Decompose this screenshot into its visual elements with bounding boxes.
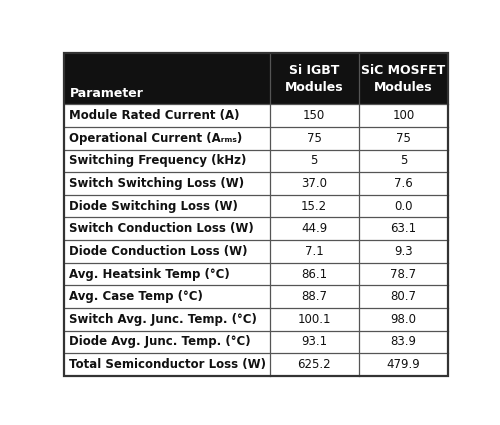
- Bar: [64, 218, 448, 240]
- Text: 78.7: 78.7: [390, 268, 416, 280]
- Text: 5: 5: [400, 154, 407, 167]
- Bar: [64, 353, 448, 376]
- Text: 37.0: 37.0: [301, 177, 327, 190]
- Text: 44.9: 44.9: [301, 222, 328, 235]
- Bar: [64, 104, 448, 127]
- Text: Switch Switching Loss (W): Switch Switching Loss (W): [70, 177, 244, 190]
- Text: 93.1: 93.1: [301, 335, 327, 348]
- Text: Switching Frequency (kHz): Switching Frequency (kHz): [70, 154, 247, 167]
- Text: 100.1: 100.1: [298, 313, 331, 326]
- Text: 625.2: 625.2: [298, 358, 331, 371]
- Text: 479.9: 479.9: [386, 358, 420, 371]
- Text: 83.9: 83.9: [390, 335, 416, 348]
- Text: Diode Avg. Junc. Temp. (°C): Diode Avg. Junc. Temp. (°C): [70, 335, 251, 348]
- Text: Diode Switching Loss (W): Diode Switching Loss (W): [70, 200, 238, 212]
- Text: 75: 75: [306, 132, 322, 145]
- Text: 80.7: 80.7: [390, 290, 416, 303]
- Text: 7.6: 7.6: [394, 177, 412, 190]
- Text: Si IGBT
Modules: Si IGBT Modules: [285, 64, 344, 94]
- Text: Diode Conduction Loss (W): Diode Conduction Loss (W): [70, 245, 248, 258]
- Text: Avg. Heatsink Temp (°C): Avg. Heatsink Temp (°C): [70, 268, 230, 280]
- Bar: [64, 172, 448, 195]
- Bar: [64, 286, 448, 308]
- Text: Parameter: Parameter: [70, 87, 144, 100]
- Text: Module Rated Current (A): Module Rated Current (A): [70, 109, 240, 122]
- Text: 86.1: 86.1: [301, 268, 327, 280]
- Bar: [64, 331, 448, 353]
- Text: Avg. Case Temp (°C): Avg. Case Temp (°C): [70, 290, 203, 303]
- Text: 63.1: 63.1: [390, 222, 416, 235]
- Text: 15.2: 15.2: [301, 200, 327, 212]
- Text: 150: 150: [303, 109, 326, 122]
- Bar: [64, 150, 448, 172]
- Text: SiC MOSFET
Modules: SiC MOSFET Modules: [361, 64, 446, 94]
- Text: 9.3: 9.3: [394, 245, 412, 258]
- Text: Switch Conduction Loss (W): Switch Conduction Loss (W): [70, 222, 254, 235]
- Text: Total Semiconductor Loss (W): Total Semiconductor Loss (W): [70, 358, 266, 371]
- Text: 88.7: 88.7: [301, 290, 327, 303]
- Text: 7.1: 7.1: [305, 245, 324, 258]
- Bar: [64, 240, 448, 263]
- Text: Switch Avg. Junc. Temp. (°C): Switch Avg. Junc. Temp. (°C): [70, 313, 258, 326]
- Bar: [64, 127, 448, 150]
- Text: 75: 75: [396, 132, 411, 145]
- Bar: [64, 195, 448, 218]
- Bar: [64, 53, 448, 104]
- Text: 98.0: 98.0: [390, 313, 416, 326]
- Text: 0.0: 0.0: [394, 200, 412, 212]
- Text: 5: 5: [310, 154, 318, 167]
- Text: 100: 100: [392, 109, 414, 122]
- Bar: [64, 308, 448, 331]
- Bar: [64, 263, 448, 286]
- Text: Operational Current (Aᵣₘₛ): Operational Current (Aᵣₘₛ): [70, 132, 242, 145]
